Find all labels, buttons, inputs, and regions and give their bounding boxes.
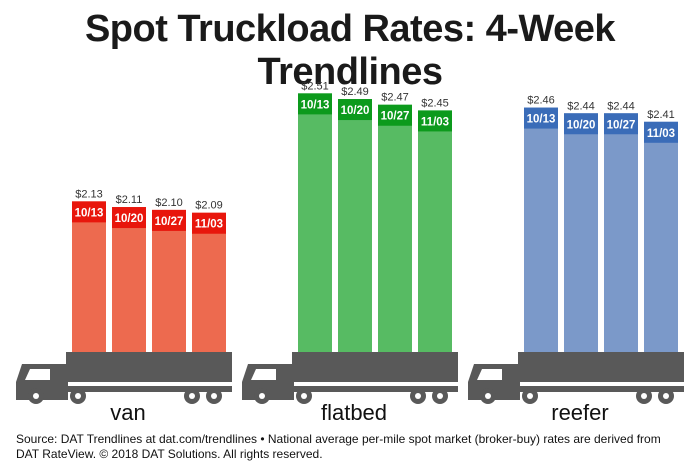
group-label-van: van (110, 400, 145, 425)
value-label-flatbed-1: $2.51 (301, 80, 329, 92)
date-label-flatbed-2: 10/20 (341, 105, 370, 117)
trailer-body (66, 352, 232, 382)
bar-reefer-3 (604, 113, 638, 353)
date-label-flatbed-3: 10/27 (381, 111, 410, 123)
wheel-hub-1 (485, 393, 491, 399)
chassis (508, 386, 684, 392)
wheel-hub-3 (641, 393, 647, 399)
bar-group-reefer: 10/13 $2.46 10/20 $2.44 10/27 $2.44 11/03 $2.41… (468, 95, 684, 425)
value-label-flatbed-2: $2.49 (341, 86, 369, 98)
bar-cap-flatbed-3 (378, 104, 412, 126)
value-label-van-4: $2.09 (195, 200, 223, 212)
date-label-van-1: 10/13 (75, 207, 104, 219)
value-label-van-2: $2.11 (116, 194, 143, 206)
semi-truck-icon (16, 352, 232, 404)
bar-cap-reefer-1 (524, 107, 558, 129)
bar-van-1 (72, 201, 106, 352)
bar-cap-flatbed-1 (298, 93, 332, 115)
value-label-reefer-4: $2.41 (647, 109, 675, 121)
bar-group-flatbed: 10/13 $2.51 10/20 $2.49 10/27 $2.47 11/03 $2.45… (242, 80, 458, 425)
wheel-hub-4 (437, 393, 443, 399)
bar-reefer-2 (564, 113, 598, 353)
bar-cap-flatbed-4 (418, 110, 452, 132)
bar-cap-flatbed-2 (338, 99, 372, 121)
value-label-flatbed-4: $2.45 (421, 97, 449, 109)
page-title: Spot Truckload Rates: 4-Week Trendlines (84, 8, 616, 93)
bar-cap-van-3 (152, 209, 186, 231)
bar-cap-reefer-2 (564, 113, 598, 135)
date-label-van-3: 10/27 (155, 216, 184, 228)
bar-cap-reefer-4 (644, 121, 678, 143)
date-label-reefer-1: 10/13 (527, 114, 556, 126)
date-label-reefer-4: 11/03 (647, 128, 675, 140)
bar-cap-van-1 (72, 201, 106, 223)
wheel-hub-2 (527, 393, 533, 399)
wheel-hub-3 (189, 393, 195, 399)
bar-flatbed-1 (298, 93, 332, 353)
wheel-hub-1 (33, 393, 39, 399)
value-label-flatbed-3: $2.47 (381, 92, 409, 104)
chassis (282, 386, 458, 392)
date-label-reefer-2: 10/20 (567, 119, 596, 131)
bar-van-2 (112, 207, 146, 352)
cab-window (251, 369, 276, 380)
value-label-van-3: $2.10 (155, 197, 183, 209)
bar-reefer-4 (644, 121, 678, 352)
trailer-body (518, 352, 684, 382)
value-label-reefer-1: $2.46 (527, 95, 555, 107)
bar-cap-van-4 (192, 212, 226, 234)
wheel-hub-4 (663, 393, 669, 399)
bar-flatbed-4 (418, 110, 452, 352)
bar-cap-van-2 (112, 207, 146, 229)
date-label-flatbed-1: 10/13 (301, 99, 330, 111)
bar-flatbed-2 (338, 99, 372, 352)
wheel-hub-3 (415, 393, 421, 399)
group-label-reefer: reefer (551, 400, 608, 425)
source-note: Source: DAT Trendlines at dat.com/trendl… (16, 432, 661, 461)
semi-truck-icon (242, 352, 458, 404)
date-label-reefer-3: 10/27 (607, 119, 636, 131)
value-label-reefer-2: $2.44 (567, 100, 595, 112)
bar-cap-reefer-3 (604, 113, 638, 135)
value-label-van-1: $2.13 (75, 188, 103, 200)
wheel-hub-2 (75, 393, 81, 399)
date-label-van-2: 10/20 (115, 213, 144, 225)
wheel-hub-4 (211, 393, 217, 399)
trailer-body (292, 352, 458, 382)
cab-window (477, 369, 502, 380)
wheel-hub-2 (301, 393, 307, 399)
bar-reefer-1 (524, 107, 558, 352)
date-label-flatbed-4: 11/03 (421, 116, 449, 128)
bar-flatbed-3 (378, 104, 412, 352)
group-label-flatbed: flatbed (321, 400, 387, 425)
cab-window (25, 369, 50, 380)
chassis (56, 386, 232, 392)
wheel-hub-1 (259, 393, 265, 399)
value-label-reefer-3: $2.44 (607, 100, 635, 112)
bar-van-3 (152, 209, 186, 352)
semi-truck-icon (468, 352, 684, 404)
bar-chart: 10/13 $2.13 10/20 $2.11 10/27 $2.10 11/03 $2.09… (16, 80, 684, 425)
bar-group-van: 10/13 $2.13 10/20 $2.11 10/27 $2.10 11/03 $2.09… (16, 188, 232, 425)
bar-van-4 (192, 212, 226, 352)
date-label-van-4: 11/03 (195, 219, 223, 231)
